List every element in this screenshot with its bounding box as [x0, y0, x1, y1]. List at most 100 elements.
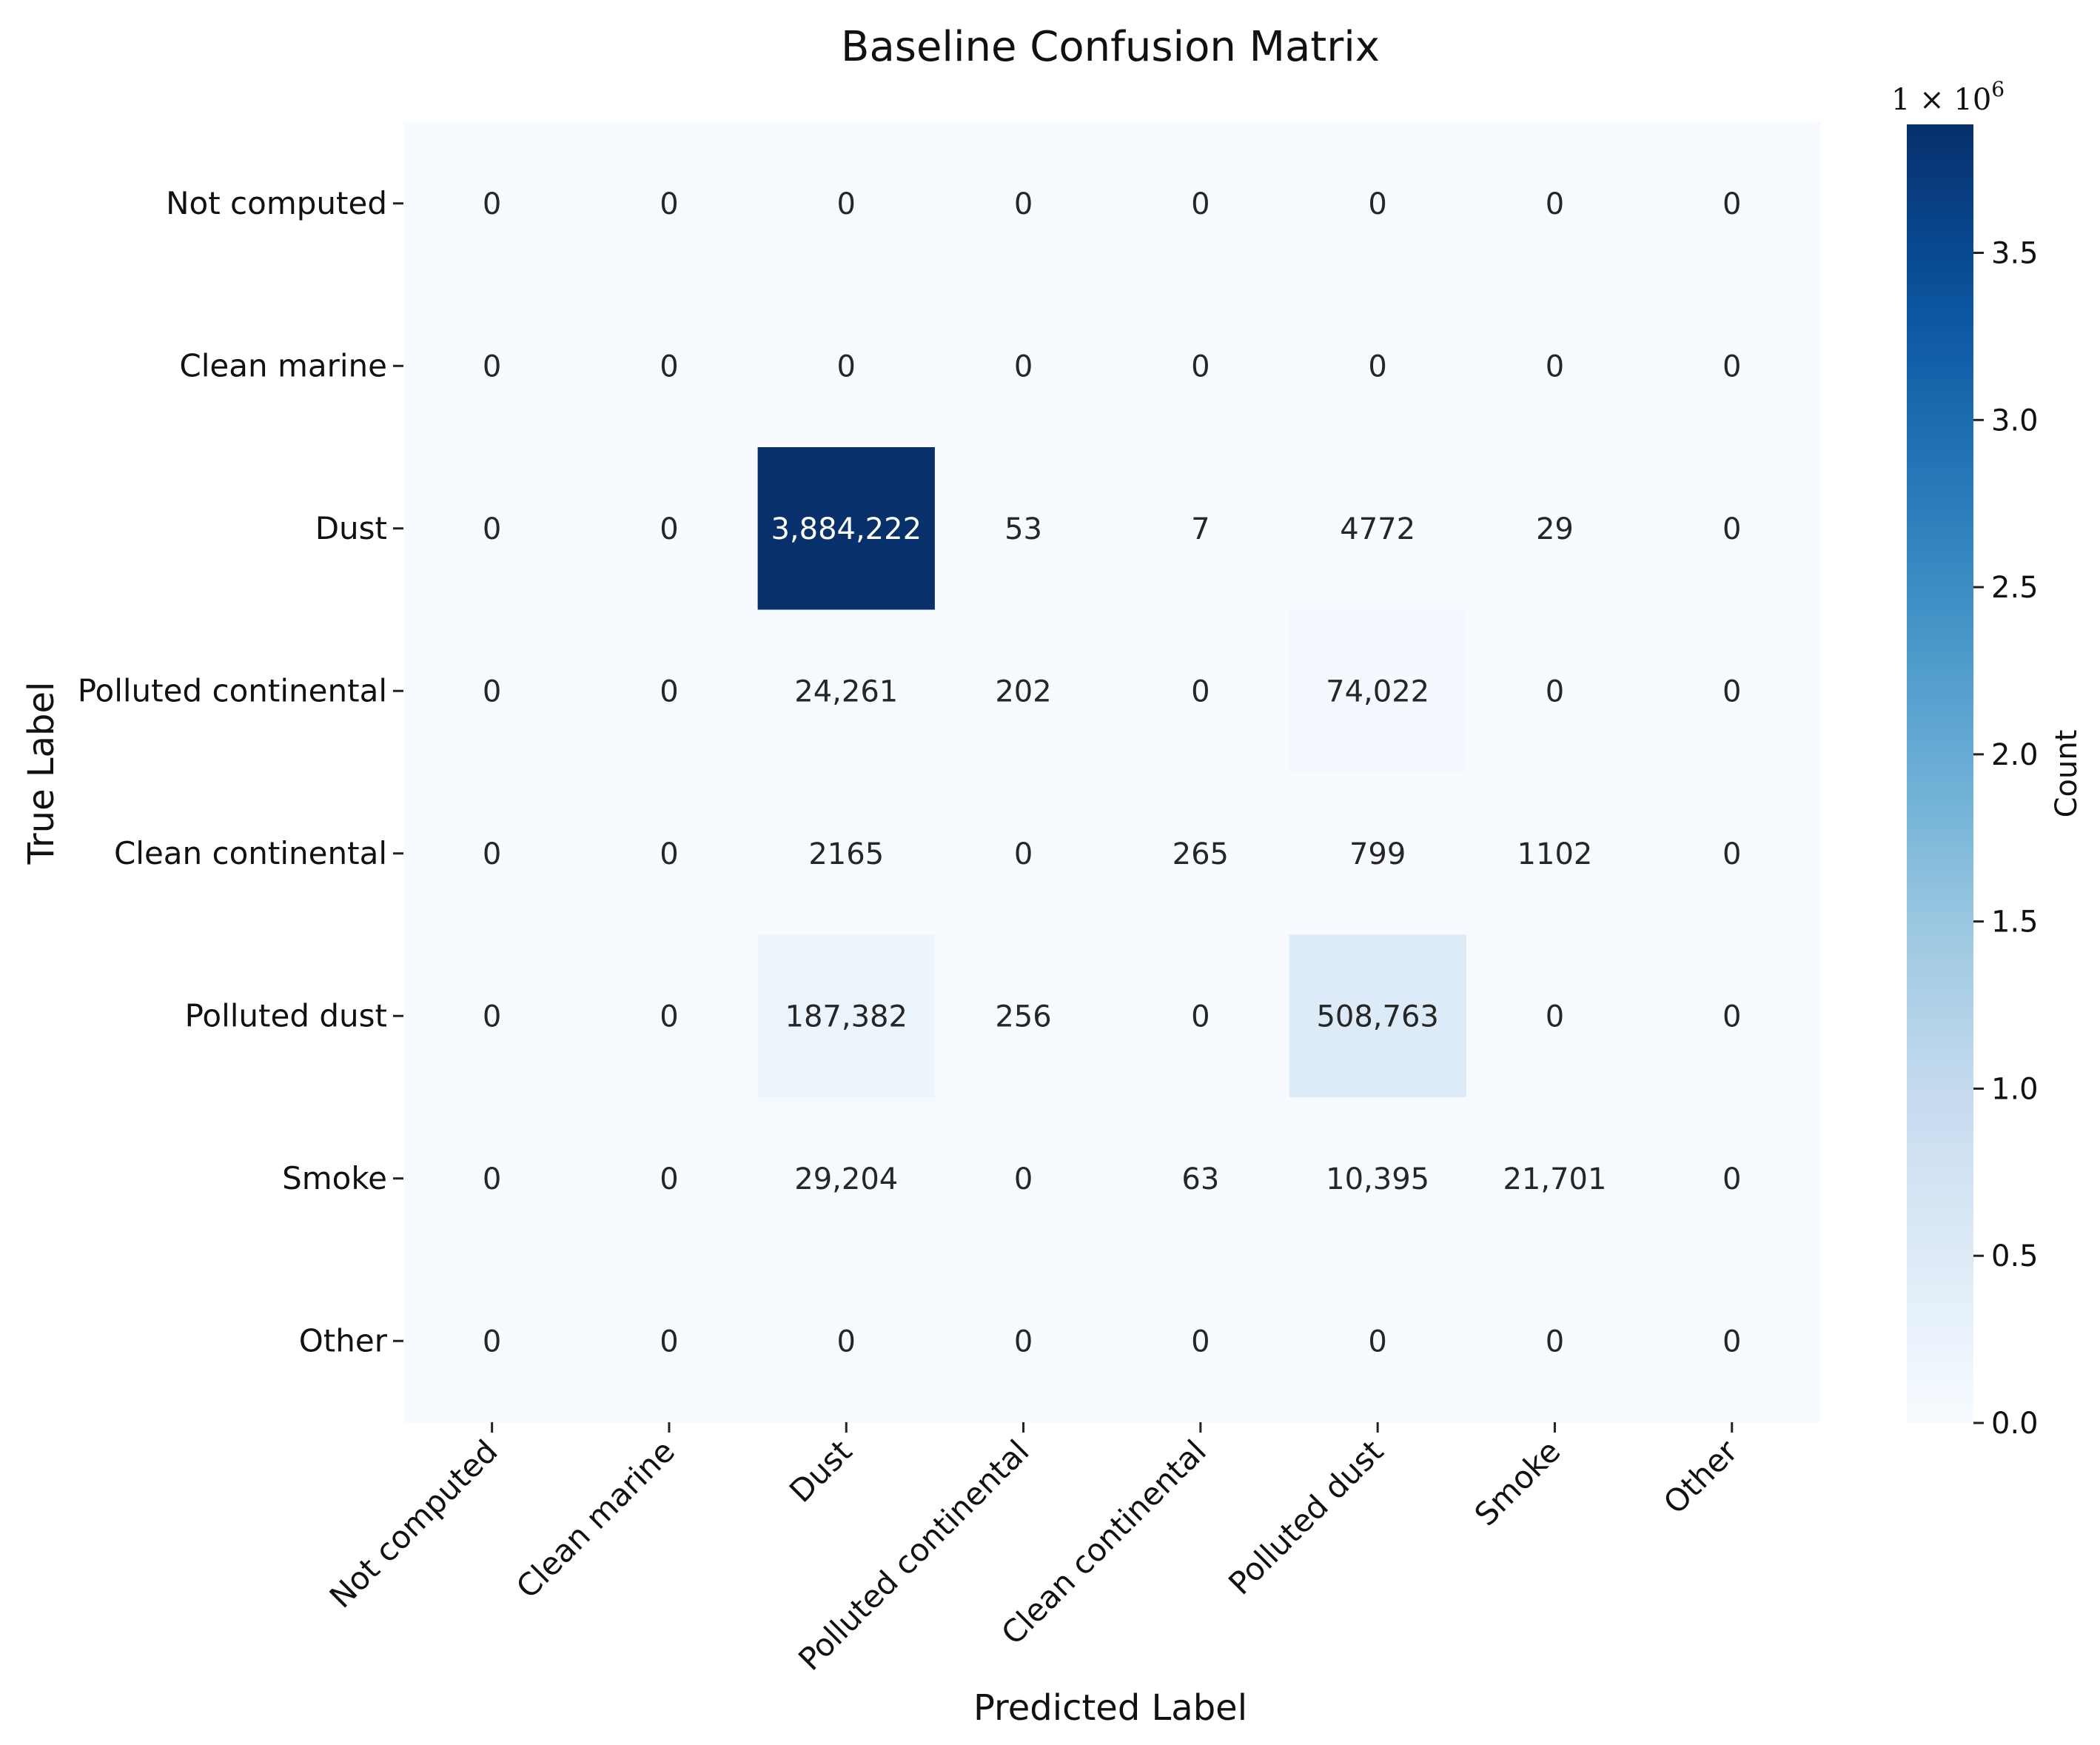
heatmap-cell [1643, 447, 1821, 611]
heatmap-cell [1112, 284, 1290, 448]
cell-value-label: 0 [660, 1324, 678, 1359]
cell-value-label: 4772 [1340, 512, 1415, 546]
heatmap-cell [934, 122, 1113, 286]
cell-value-label: 0 [1014, 1162, 1033, 1196]
heatmap-cell [934, 1259, 1113, 1423]
heatmap-cell [757, 122, 936, 286]
heatmap-cell [1466, 122, 1644, 286]
heatmap-cell [403, 772, 581, 936]
heatmap-cell [757, 1259, 936, 1423]
colorbar-tick-label: 1.5 [1991, 905, 2039, 940]
cell-value-label: 1102 [1517, 837, 1593, 871]
heatmap-cell [757, 284, 936, 448]
cell-value-label: 0 [1191, 349, 1210, 384]
cell-value-label: 0 [837, 187, 856, 221]
heatmap-cell [403, 934, 581, 1098]
heatmap-cell [580, 284, 759, 448]
cell-value-label: 0 [660, 512, 678, 546]
cell-value-label: 21,701 [1503, 1162, 1606, 1196]
cell-value-label: 0 [483, 187, 501, 221]
cell-value-label: 0 [1722, 187, 1741, 221]
heatmap-cell [1643, 1259, 1821, 1423]
heatmap-cell [757, 1097, 936, 1261]
cell-value-label: 265 [1173, 837, 1229, 871]
cell-value-label: 0 [483, 1162, 501, 1196]
colorbar-tick-label: 2.0 [1991, 738, 2039, 772]
heatmap-cell [1289, 447, 1467, 611]
cell-value-label: 0 [660, 349, 678, 384]
y-axis-ticks: Not computed Clean marine Dust Polluted con… [78, 185, 403, 1359]
heatmap-cell [757, 934, 936, 1098]
colorbar-tick-label: 1.0 [1991, 1072, 2039, 1106]
colorbar: 0.0 0.5 1.0 1.5 2.0 2.5 3.0 3.5 1 × 106 Count [1891, 77, 2084, 1441]
heatmap-cell [580, 1259, 759, 1423]
heatmap-cell [1466, 284, 1644, 448]
x-axis-label: Predicted Label [973, 1687, 1247, 1729]
heatmap-cell [1289, 934, 1467, 1098]
heatmap-cell [580, 122, 759, 286]
colorbar-tick-label: 3.5 [1991, 237, 2039, 271]
colorbar-scale-label: 1 × 106 [1891, 77, 2005, 117]
colorbar-tick-label: 0.5 [1991, 1239, 2039, 1273]
heatmap-cell [1466, 609, 1644, 773]
cell-value-label: 0 [1722, 512, 1741, 546]
x-tick-label: Other [1657, 1433, 1745, 1521]
cell-value-label: 0 [1722, 1324, 1741, 1359]
cell-value-label: 0 [483, 512, 501, 546]
cell-value-label: 0 [1722, 1162, 1741, 1196]
cell-value-label: 0 [660, 187, 678, 221]
chart-title: Baseline Confusion Matrix [841, 23, 1380, 71]
cell-value-label: 0 [483, 837, 501, 871]
y-tick-label: Clean continental [114, 835, 387, 871]
heatmap-cell [1289, 609, 1467, 773]
heatmap-cell [580, 447, 759, 611]
heatmap-cell [1112, 934, 1290, 1098]
cell-value-label: 0 [1546, 187, 1564, 221]
cell-value-label: 29,204 [794, 1162, 898, 1196]
colorbar-tick-label: 2.5 [1991, 571, 2039, 605]
heatmap-cell [757, 772, 936, 936]
cell-value-label: 2165 [808, 837, 884, 871]
cell-value-label: 0 [1722, 349, 1741, 384]
cell-value-label: 187,382 [785, 999, 908, 1034]
cell-value-label: 0 [1368, 187, 1386, 221]
heatmap-cell [1643, 1097, 1821, 1261]
cell-value-label: 24,261 [794, 674, 898, 709]
heatmap-cell [1289, 1259, 1467, 1423]
y-tick-label: Not computed [166, 185, 387, 221]
heatmap-cell [1289, 1097, 1467, 1261]
heatmap-cell [1643, 284, 1821, 448]
cell-value-label: 202 [995, 674, 1051, 709]
cell-value-label: 0 [1191, 1324, 1210, 1359]
heatmap-cell [1112, 1259, 1290, 1423]
heatmap-cell [403, 1097, 581, 1261]
colorbar-gradient [1907, 124, 1973, 1423]
cell-value-label: 0 [1722, 837, 1741, 871]
cell-value-label: 0 [660, 1162, 678, 1196]
colorbar-label: Count [2050, 730, 2084, 818]
cell-value-label: 0 [660, 999, 678, 1034]
heatmap-cell [1112, 772, 1290, 936]
cell-value-label: 0 [1191, 187, 1210, 221]
heatmap-cell [1289, 772, 1467, 936]
cell-value-label: 0 [1014, 837, 1033, 871]
heatmap-cell [580, 934, 759, 1098]
cell-value-label: 0 [660, 674, 678, 709]
cell-value-label: 63 [1181, 1162, 1219, 1196]
heatmap-cell [403, 609, 581, 773]
cell-value-label: 256 [995, 999, 1051, 1034]
cell-value-label: 508,763 [1316, 999, 1438, 1034]
cell-value-label: 29 [1536, 512, 1574, 546]
x-tick-label: Clean marine [509, 1433, 682, 1605]
x-tick-label: Dust [782, 1433, 859, 1509]
cell-value-label: 0 [1014, 349, 1033, 384]
x-tick-label: Not computed [323, 1433, 505, 1615]
heatmap-cell [403, 284, 581, 448]
cell-value-label: 0 [660, 837, 678, 871]
heatmap-cell [1112, 1097, 1290, 1261]
heatmap-cell [934, 447, 1113, 611]
heatmap-cell [580, 772, 759, 936]
cell-value-label: 0 [1191, 999, 1210, 1034]
heatmap-cell [1112, 122, 1290, 286]
